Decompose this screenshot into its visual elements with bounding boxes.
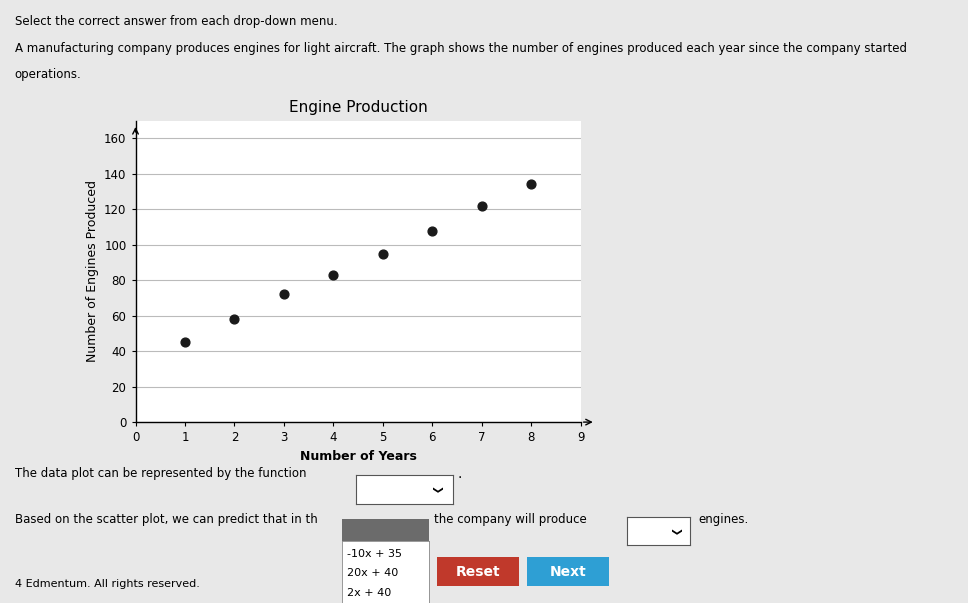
Text: ❯: ❯ <box>431 487 440 494</box>
Text: ❯: ❯ <box>670 528 680 536</box>
Point <box>177 338 193 347</box>
Y-axis label: Number of Engines Produced: Number of Engines Produced <box>85 180 99 362</box>
Point <box>524 180 539 189</box>
Text: -10x + 35: -10x + 35 <box>347 549 402 559</box>
Text: 4 Edmentum. All rights reserved.: 4 Edmentum. All rights reserved. <box>15 579 199 589</box>
Text: Select the correct answer from each drop-down menu.: Select the correct answer from each drop… <box>15 15 337 28</box>
Text: 20x + 40: 20x + 40 <box>347 568 398 578</box>
Point <box>276 289 291 299</box>
Text: Next: Next <box>550 565 586 579</box>
Title: Engine Production: Engine Production <box>288 100 428 115</box>
Text: Reset: Reset <box>455 565 500 579</box>
Point <box>227 314 242 324</box>
Point <box>325 270 341 280</box>
Point <box>425 226 440 235</box>
Text: 2x + 40: 2x + 40 <box>347 588 391 598</box>
Point <box>376 249 391 259</box>
Text: operations.: operations. <box>15 68 81 81</box>
Text: the company will produce: the company will produce <box>434 513 587 526</box>
Text: engines.: engines. <box>698 513 748 526</box>
Text: .: . <box>458 467 463 481</box>
Text: Based on the scatter plot, we can predict that in th: Based on the scatter plot, we can predic… <box>15 513 318 526</box>
Text: The data plot can be represented by the function: The data plot can be represented by the … <box>15 467 306 481</box>
Text: A manufacturing company produces engines for light aircraft. The graph shows the: A manufacturing company produces engines… <box>15 42 906 55</box>
X-axis label: Number of Years: Number of Years <box>300 450 416 463</box>
Point <box>474 201 490 210</box>
